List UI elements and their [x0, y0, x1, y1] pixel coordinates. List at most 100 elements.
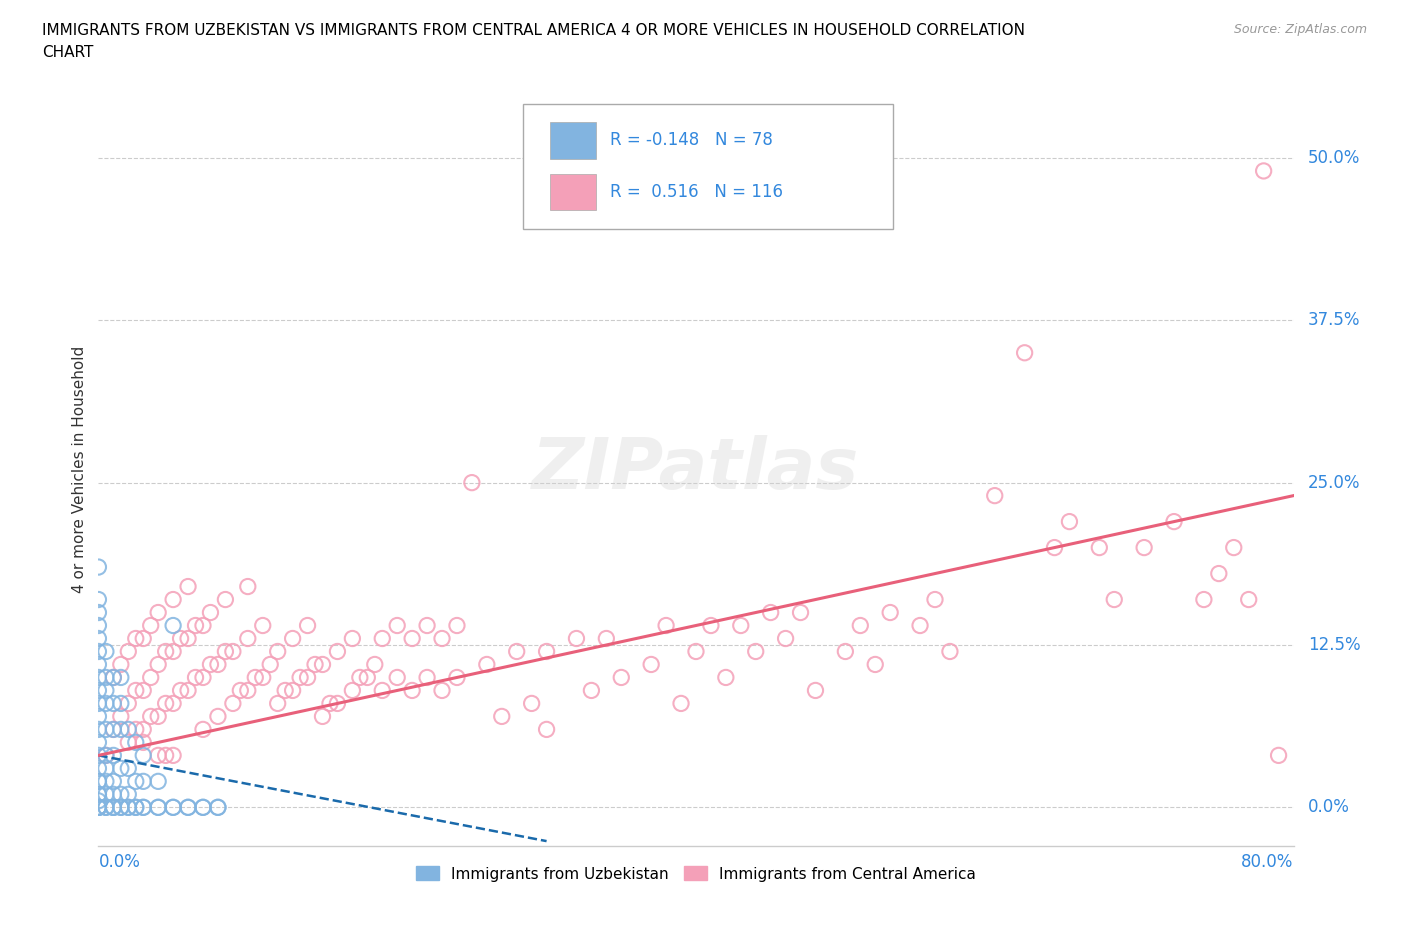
- Point: [177, 579, 200, 594]
- Point: [581, 683, 603, 698]
- Text: R =  0.516   N = 116: R = 0.516 N = 116: [610, 182, 783, 201]
- Point: [94, 644, 117, 659]
- Point: [103, 670, 125, 684]
- Point: [103, 670, 125, 684]
- Text: 80.0%: 80.0%: [1241, 853, 1294, 870]
- Point: [371, 631, 394, 646]
- Point: [87, 793, 110, 808]
- Point: [207, 800, 229, 815]
- Point: [401, 683, 423, 698]
- Point: [849, 618, 872, 633]
- Point: [110, 722, 132, 737]
- Point: [110, 657, 132, 671]
- Point: [491, 709, 513, 724]
- Point: [103, 800, 125, 815]
- Point: [536, 722, 558, 737]
- Point: [110, 696, 132, 711]
- Point: [103, 774, 125, 789]
- Point: [1237, 592, 1260, 607]
- Point: [87, 800, 110, 815]
- Point: [87, 800, 110, 815]
- Point: [132, 748, 155, 763]
- Point: [87, 761, 110, 776]
- Text: R = -0.148   N = 78: R = -0.148 N = 78: [610, 131, 773, 150]
- Point: [103, 787, 125, 802]
- Point: [267, 696, 290, 711]
- Point: [139, 618, 162, 633]
- Point: [117, 800, 139, 815]
- Point: [169, 683, 191, 698]
- Point: [924, 592, 946, 607]
- Point: [132, 735, 155, 750]
- Point: [207, 709, 229, 724]
- Point: [236, 579, 259, 594]
- Point: [274, 683, 297, 698]
- Point: [148, 709, 170, 724]
- Point: [245, 670, 267, 684]
- Point: [416, 670, 439, 684]
- Point: [446, 670, 468, 684]
- Point: [87, 696, 110, 711]
- Point: [110, 670, 132, 684]
- Point: [191, 800, 214, 815]
- Point: [162, 800, 184, 815]
- Point: [939, 644, 962, 659]
- Point: [229, 683, 252, 698]
- Point: [1192, 592, 1215, 607]
- Point: [162, 618, 184, 633]
- Point: [177, 800, 200, 815]
- Point: [401, 631, 423, 646]
- Point: [94, 722, 117, 737]
- Point: [214, 644, 236, 659]
- Point: [730, 618, 752, 633]
- FancyBboxPatch shape: [523, 104, 893, 229]
- Point: [610, 670, 633, 684]
- Point: [148, 800, 170, 815]
- Point: [132, 631, 155, 646]
- Point: [87, 787, 110, 802]
- Point: [117, 787, 139, 802]
- Point: [430, 683, 453, 698]
- Point: [759, 605, 782, 620]
- Point: [430, 631, 453, 646]
- Point: [87, 800, 110, 815]
- Point: [125, 800, 148, 815]
- Text: ZIPatlas: ZIPatlas: [533, 435, 859, 504]
- Point: [87, 800, 110, 815]
- Point: [94, 800, 117, 815]
- Point: [356, 670, 378, 684]
- Point: [259, 657, 281, 671]
- Point: [416, 618, 439, 633]
- Point: [125, 631, 148, 646]
- Point: [103, 748, 125, 763]
- Point: [87, 735, 110, 750]
- Point: [94, 670, 117, 684]
- Text: 37.5%: 37.5%: [1308, 312, 1361, 329]
- Point: [342, 683, 364, 698]
- Point: [148, 748, 170, 763]
- Point: [475, 657, 498, 671]
- Text: 0.0%: 0.0%: [98, 853, 141, 870]
- Y-axis label: 4 or more Vehicles in Household: 4 or more Vehicles in Household: [72, 346, 87, 593]
- Point: [132, 683, 155, 698]
- Point: [110, 800, 132, 815]
- Point: [640, 657, 662, 671]
- Point: [169, 631, 191, 646]
- Point: [267, 644, 290, 659]
- Point: [94, 696, 117, 711]
- Point: [252, 670, 274, 684]
- Point: [87, 644, 110, 659]
- Point: [87, 748, 110, 763]
- Point: [177, 631, 200, 646]
- Point: [110, 787, 132, 802]
- Point: [207, 657, 229, 671]
- Point: [110, 761, 132, 776]
- Point: [117, 761, 139, 776]
- Point: [132, 722, 155, 737]
- Point: [117, 644, 139, 659]
- Point: [700, 618, 723, 633]
- Point: [125, 774, 148, 789]
- Point: [87, 657, 110, 671]
- Point: [222, 696, 245, 711]
- Point: [200, 657, 222, 671]
